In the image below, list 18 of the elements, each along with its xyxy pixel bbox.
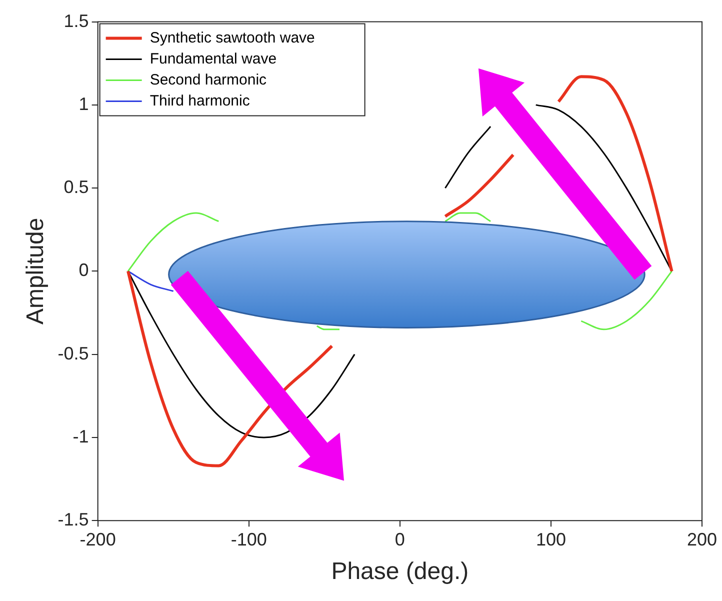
x-tick-label: 100 bbox=[536, 529, 566, 550]
x-axis-title: Phase (deg.) bbox=[331, 558, 469, 586]
x-tick-label: -200 bbox=[80, 529, 116, 550]
legend-label: Synthetic sawtooth wave bbox=[150, 29, 315, 46]
y-tick-label: 0 bbox=[78, 260, 89, 280]
y-axis-title: Amplitude bbox=[22, 218, 50, 325]
y-tick-label: -0.5 bbox=[58, 343, 89, 364]
legend-label: Fundamental wave bbox=[150, 50, 277, 68]
y-tick-label: -1.5 bbox=[58, 510, 89, 530]
legend-label: Second harmonic bbox=[150, 71, 268, 88]
x-tick-label: 0 bbox=[394, 529, 405, 550]
y-tick-label: -1 bbox=[72, 426, 89, 446]
y-tick-label: 1 bbox=[78, 94, 89, 114]
y-tick-label: 1.5 bbox=[64, 10, 89, 31]
x-tick-label: -100 bbox=[230, 529, 267, 550]
legend-label: Third harmonic bbox=[150, 92, 250, 110]
x-tick-label: 200 bbox=[686, 529, 718, 550]
y-tick-label: 0.5 bbox=[64, 177, 89, 198]
